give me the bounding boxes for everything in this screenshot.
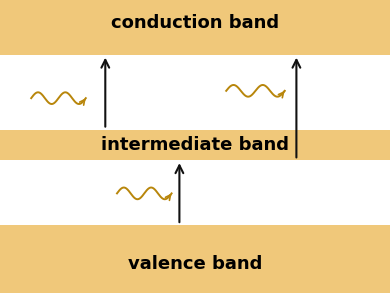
Text: intermediate band: intermediate band [101,136,289,154]
Bar [0,55,390,130]
Text: conduction band: conduction band [111,14,279,33]
Text: valence band: valence band [128,255,262,273]
Bar [0,130,390,160]
Bar [0,160,390,225]
